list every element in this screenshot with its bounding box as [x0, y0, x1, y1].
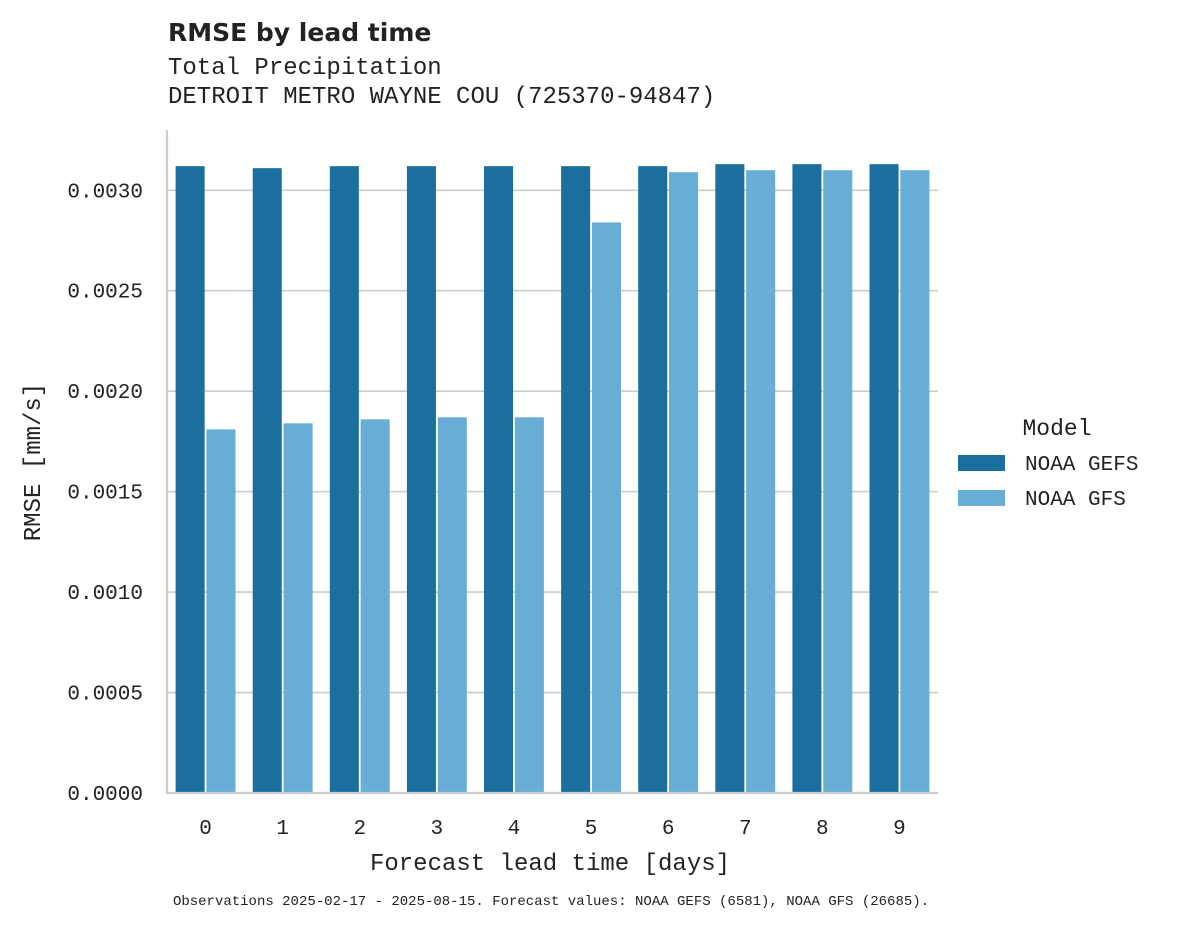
bar-noaa-gefs-lead-7 — [715, 164, 745, 793]
y-tick-label: 0.0005 — [67, 684, 143, 707]
bar-noaa-gfs-lead-5 — [591, 222, 621, 793]
x-tick-labels: 0 1 2 3 4 5 6 7 8 9 — [199, 818, 906, 841]
legend-swatch-noaa-gefs — [958, 455, 1005, 471]
bar-noaa-gefs-lead-2 — [329, 166, 359, 793]
bar-noaa-gefs-lead-9 — [869, 164, 899, 793]
bar-noaa-gefs-lead-0 — [175, 166, 205, 793]
bar-noaa-gfs-lead-0 — [206, 429, 236, 793]
legend-swatch-noaa-gfs — [958, 490, 1005, 506]
x-tick-label: 2 — [353, 818, 366, 841]
x-tick-label: 5 — [585, 818, 598, 841]
x-tick-label: 3 — [431, 818, 444, 841]
bar-noaa-gfs-lead-8 — [823, 170, 853, 793]
x-tick-label: 4 — [508, 818, 521, 841]
bar-noaa-gefs-lead-4 — [484, 166, 514, 793]
chart-subtitle-variable: Total Precipitation — [168, 55, 442, 82]
bar-noaa-gfs-lead-4 — [514, 417, 544, 793]
y-tick-label: 0.0025 — [67, 282, 143, 305]
bar-noaa-gfs-lead-1 — [283, 423, 313, 793]
legend: Model NOAA GEFS NOAA GFS — [958, 416, 1138, 512]
chart-subtitle-station: DETROIT METRO WAYNE COU (725370-94847) — [168, 84, 715, 111]
y-axis-label: RMSE [mm/s] — [21, 383, 48, 541]
x-axis-label: Forecast lead time [days] — [370, 851, 730, 878]
legend-label-noaa-gefs: NOAA GEFS — [1025, 454, 1138, 477]
y-tick-label: 0.0030 — [67, 181, 143, 204]
x-tick-label: 6 — [662, 818, 675, 841]
footnote: Observations 2025-02-17 - 2025-08-15. Fo… — [173, 894, 929, 910]
y-tick-label: 0.0010 — [67, 583, 143, 606]
legend-label-noaa-gfs: NOAA GFS — [1025, 489, 1126, 512]
bar-noaa-gefs-lead-1 — [252, 168, 282, 793]
legend-title: Model — [1022, 416, 1091, 442]
bar-noaa-gfs-lead-3 — [437, 417, 467, 793]
chart-title: RMSE by lead time — [168, 18, 431, 47]
x-tick-label: 1 — [276, 818, 289, 841]
bar-noaa-gefs-lead-6 — [638, 166, 668, 793]
bar-noaa-gefs-lead-3 — [406, 166, 436, 793]
x-tick-label: 7 — [739, 818, 752, 841]
bar-noaa-gefs-lead-8 — [792, 164, 822, 793]
axes — [165, 130, 938, 795]
x-tick-label: 9 — [893, 818, 906, 841]
bar-noaa-gfs-lead-9 — [900, 170, 930, 793]
y-tick-label: 0.0015 — [67, 483, 143, 506]
bars — [175, 164, 930, 793]
bar-noaa-gefs-lead-5 — [561, 166, 591, 793]
grid-lines — [167, 189, 938, 694]
x-tick-label: 0 — [199, 818, 212, 841]
y-tick-label: 0.0000 — [67, 784, 143, 807]
bar-noaa-gfs-lead-2 — [360, 419, 390, 793]
x-tick-label: 8 — [816, 818, 829, 841]
y-tick-label: 0.0020 — [67, 382, 143, 405]
y-tick-labels: 0.0000 0.0005 0.0010 0.0015 0.0020 0.0025 0.00… — [67, 181, 143, 807]
bar-noaa-gfs-lead-6 — [669, 172, 699, 793]
bar-noaa-gfs-lead-7 — [746, 170, 776, 793]
